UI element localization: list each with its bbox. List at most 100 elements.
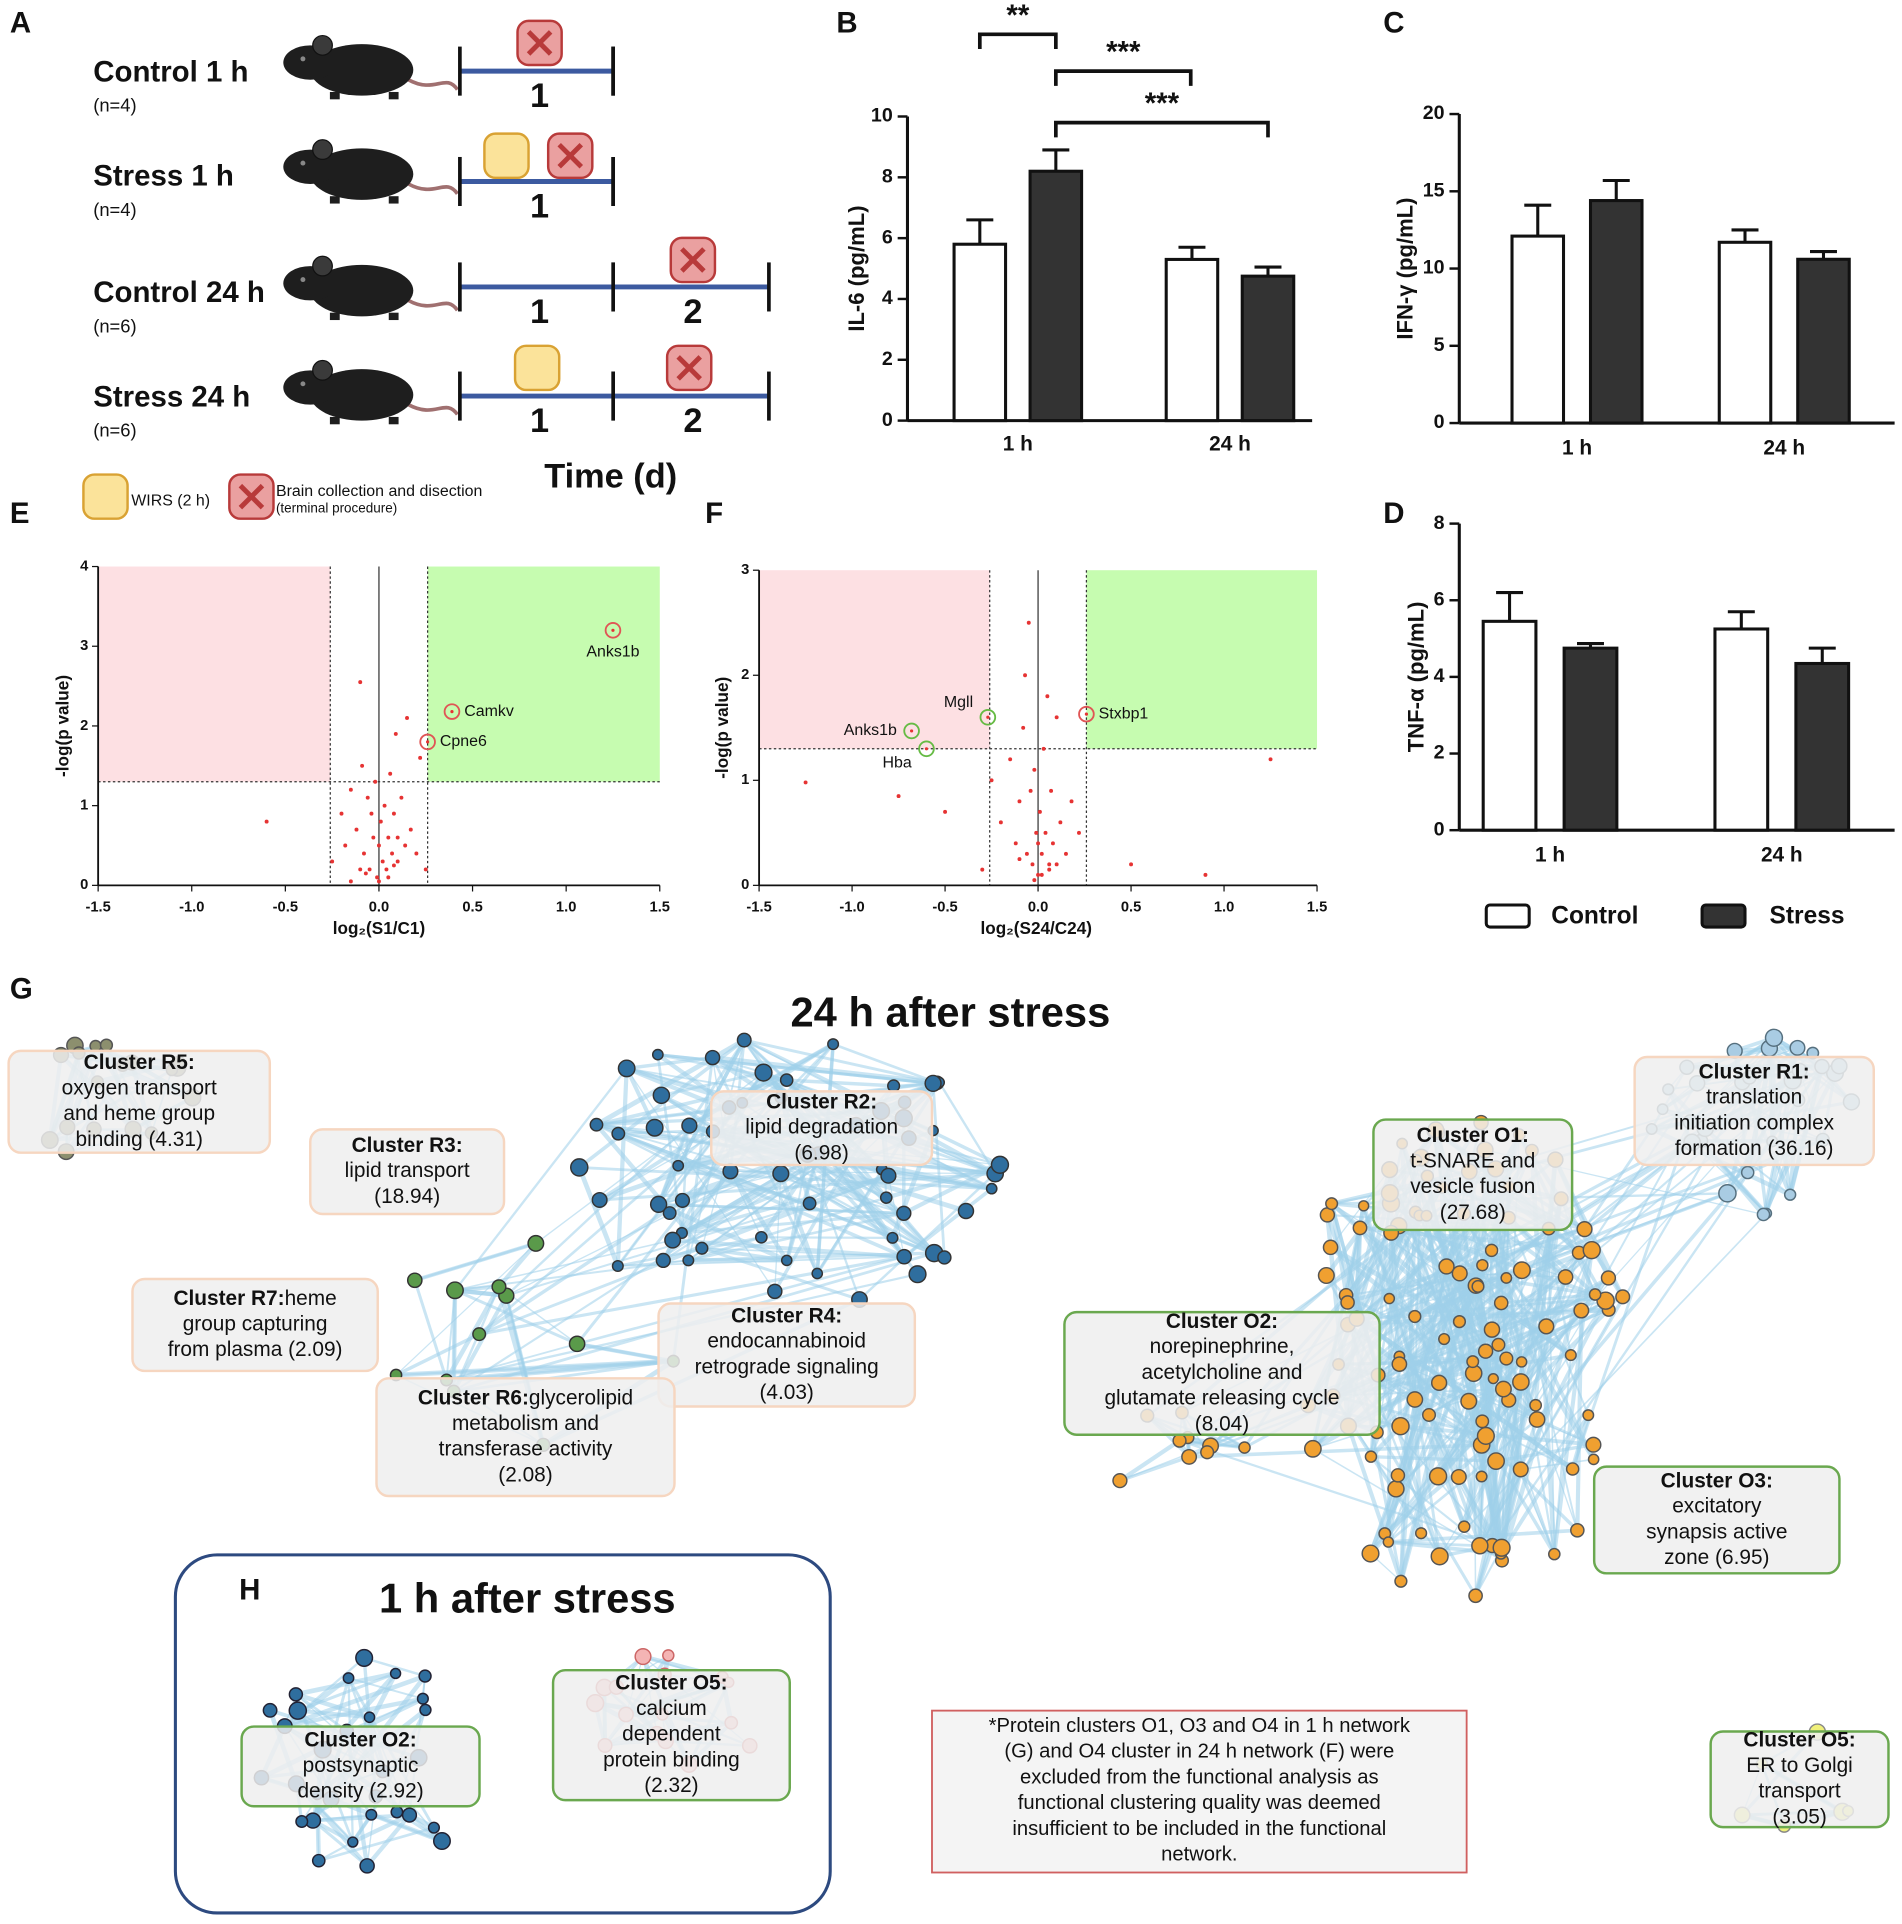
cluster-name: Cluster O1: <box>1417 1124 1529 1147</box>
point <box>1017 799 1022 804</box>
network-node <box>1387 1480 1405 1498</box>
cluster-line: (27.68) <box>1440 1201 1506 1224</box>
network-node <box>1475 1414 1490 1429</box>
mouse-eye <box>300 56 306 62</box>
network-node <box>1391 1416 1410 1436</box>
point <box>405 716 409 720</box>
mouse-tail <box>407 298 459 312</box>
network-edge <box>1312 1448 1503 1562</box>
network-node <box>611 1126 626 1141</box>
point <box>803 780 808 785</box>
network-node <box>1476 1426 1495 1445</box>
network-node <box>1430 1374 1448 1391</box>
cluster-line: acetylcholine and <box>1142 1361 1303 1384</box>
x-axis-label: log₂(S1/C1) <box>333 918 425 938</box>
highlight-point <box>903 722 920 740</box>
network-node <box>1588 1288 1602 1301</box>
network-node <box>1515 1356 1528 1368</box>
network-edge <box>595 1037 746 1127</box>
cluster-line: retrograde signaling <box>695 1355 879 1378</box>
network-node <box>908 1265 927 1284</box>
network-node <box>662 1206 677 1221</box>
cluster-line: from plasma (2.09) <box>168 1338 343 1361</box>
point <box>360 763 365 768</box>
mouse-tail <box>407 182 459 195</box>
y-tick-label: 3 <box>741 562 749 578</box>
network-node <box>99 1038 114 1052</box>
network-node <box>1238 1441 1251 1454</box>
network-title: 1 h after stress <box>379 1575 676 1622</box>
y-axis-label: TNF-α (pg/mL) <box>1403 601 1428 752</box>
bar <box>1713 627 1770 832</box>
day-label: 1 <box>530 188 549 226</box>
mouse-leg <box>388 312 399 321</box>
group-label: Control 1 h <box>93 55 248 88</box>
y-axis-label: -log(p value) <box>712 677 732 779</box>
wirs-icon <box>483 132 530 180</box>
network-node <box>363 1711 376 1724</box>
point <box>391 863 396 868</box>
network-edge <box>395 1242 537 1376</box>
point <box>1043 830 1048 835</box>
network-node <box>432 1832 451 1851</box>
point <box>339 811 344 816</box>
network-node <box>1325 1197 1339 1211</box>
cluster-box <box>7 1049 272 1154</box>
y-tick-label: 10 <box>871 105 893 127</box>
point <box>1049 788 1054 793</box>
network-node <box>1476 1258 1489 1272</box>
network-edge <box>454 1239 673 1292</box>
network-edge <box>938 1081 997 1175</box>
point <box>1008 757 1013 762</box>
network-node <box>1430 1547 1449 1566</box>
network-node <box>1487 1372 1499 1385</box>
network-node <box>1585 1436 1602 1453</box>
point <box>371 835 376 840</box>
network-node <box>1391 1356 1408 1373</box>
network-node <box>1494 1380 1512 1398</box>
panel-label: C <box>1383 6 1404 39</box>
y-tick-label: 0 <box>1434 818 1445 840</box>
network-title: 24 h after stress <box>790 988 1110 1035</box>
point <box>1041 746 1046 751</box>
mouse-icon <box>283 359 459 425</box>
significance-label: *** <box>1106 36 1141 69</box>
network-edge <box>902 1162 1001 1216</box>
cluster-line: density (2.92) <box>297 1780 423 1803</box>
day-label: 1 <box>530 77 549 115</box>
highlight-dot <box>910 729 914 733</box>
significance-label: ** <box>1006 0 1029 32</box>
collection-icon-x <box>676 355 702 381</box>
network-edge <box>366 1796 377 1866</box>
mouse-body <box>310 44 414 96</box>
point <box>348 879 353 884</box>
x-tick-label: -0.5 <box>273 899 298 915</box>
point <box>998 820 1003 825</box>
point <box>980 867 985 872</box>
network-node <box>1615 1289 1631 1305</box>
y-tick-label: 1 <box>80 798 88 814</box>
network-node <box>445 1281 464 1300</box>
cluster-heading: Cluster O3: <box>1661 1469 1773 1492</box>
cluster-line: transferase activity <box>439 1438 613 1461</box>
network-edge <box>414 1241 537 1283</box>
network-node <box>347 1836 359 1848</box>
x-tick-label: 1 h <box>1535 843 1565 866</box>
cluster-box <box>657 1302 917 1408</box>
network-node <box>1582 1409 1595 1422</box>
note-line: network. <box>1161 1844 1237 1866</box>
mouse-eye <box>300 277 306 283</box>
bar <box>1481 619 1538 832</box>
network-edge <box>1462 1460 1498 1528</box>
network-node <box>1468 1588 1483 1604</box>
network-node <box>634 1647 652 1666</box>
point <box>395 835 400 840</box>
point <box>896 794 901 799</box>
wirs-icon <box>82 473 129 520</box>
point <box>386 875 391 880</box>
network-node <box>780 1254 793 1267</box>
network-node <box>887 1079 901 1093</box>
network-node <box>401 1807 418 1823</box>
point <box>358 867 363 872</box>
network-node <box>1512 1461 1529 1478</box>
